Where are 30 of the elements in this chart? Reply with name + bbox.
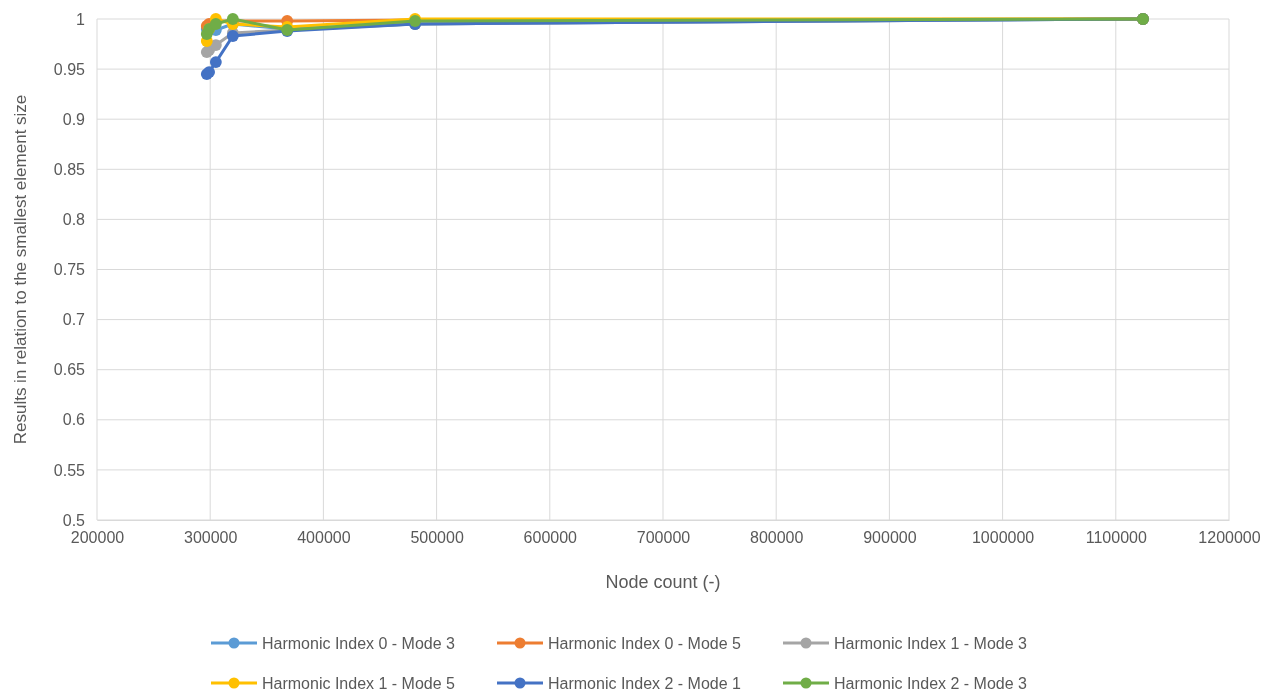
y-tick-label: 0.65 (53, 361, 86, 379)
y-axis-title: Results in relation to the smallest element size (11, 94, 30, 445)
y-tick-label: 0.9 (62, 110, 86, 128)
x-tick-label: 600000 (523, 529, 578, 547)
y-tick-label: 0.55 (53, 461, 86, 479)
y-tick-label: 0.85 (53, 160, 86, 178)
legend-label: Harmonic Index 2 - Mode 3 (834, 675, 1028, 692)
x-tick-label: 300000 (184, 529, 238, 547)
y-tick-label: 0.6 (62, 411, 86, 429)
y-tick-label: 0.75 (53, 261, 86, 279)
x-tick-label: 900000 (863, 529, 917, 547)
y-tick-label: 0.7 (62, 311, 86, 329)
x-axis-title: Node count (-) (605, 572, 721, 592)
x-tick-label: 800000 (750, 529, 804, 547)
legend-label: Harmonic Index 1 - Mode 5 (262, 675, 456, 692)
legend-label: Harmonic Index 0 - Mode 3 (262, 635, 456, 652)
legend-label: Harmonic Index 2 - Mode 1 (548, 675, 742, 692)
x-tick-label: 1100000 (1085, 529, 1147, 547)
y-tick-label: 0.5 (62, 511, 86, 529)
x-tick-label: 1200000 (1198, 529, 1261, 547)
legend-label: Harmonic Index 1 - Mode 3 (834, 635, 1028, 652)
x-tick-label: 1000000 (971, 529, 1035, 547)
y-tick-label: 0.95 (53, 60, 86, 78)
x-tick-label: 200000 (70, 529, 125, 547)
x-tick-label: 700000 (636, 529, 691, 547)
x-tick-label: 500000 (410, 529, 464, 547)
y-tick-label: 0.8 (62, 211, 86, 229)
legend-label: Harmonic Index 0 - Mode 5 (548, 635, 742, 652)
x-tick-label: 400000 (297, 529, 351, 547)
y-tick-label: 1 (76, 10, 86, 28)
